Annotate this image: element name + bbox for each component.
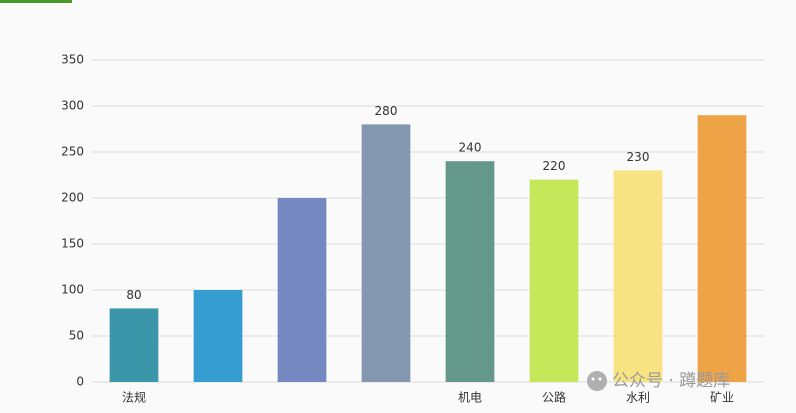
y-tick-label: 350 (61, 53, 84, 67)
watermark: 公众号 · 蹲题库 (612, 371, 730, 391)
bar (109, 308, 159, 382)
x-tick-label: 机电 (458, 391, 482, 405)
data-label: 220 (543, 159, 566, 173)
data-label: 280 (375, 104, 398, 118)
bar (361, 124, 411, 383)
bar (277, 198, 327, 382)
x-tick-label: 矿业 (710, 391, 734, 405)
x-tick-label: 公路 (542, 390, 566, 405)
watermark-icon (587, 371, 607, 391)
data-label: 240 (459, 141, 482, 155)
y-tick-label: 200 (61, 191, 84, 205)
data-label: 230 (627, 150, 650, 164)
bar (445, 161, 495, 382)
data-label: 80 (126, 288, 141, 302)
top-strip (0, 0, 72, 3)
y-tick-label: 100 (61, 283, 84, 297)
y-tick-label: 0 (76, 375, 84, 389)
y-tick-label: 300 (61, 99, 84, 113)
bar (697, 115, 747, 382)
x-tick-label: 法规 (122, 390, 146, 405)
bar (193, 290, 243, 382)
y-tick-label: 150 (61, 237, 84, 251)
x-tick-label: 水利 (626, 391, 650, 405)
y-tick-label: 250 (61, 145, 84, 159)
bar (613, 170, 663, 382)
bar (529, 179, 579, 382)
y-tick-label: 50 (69, 329, 84, 343)
